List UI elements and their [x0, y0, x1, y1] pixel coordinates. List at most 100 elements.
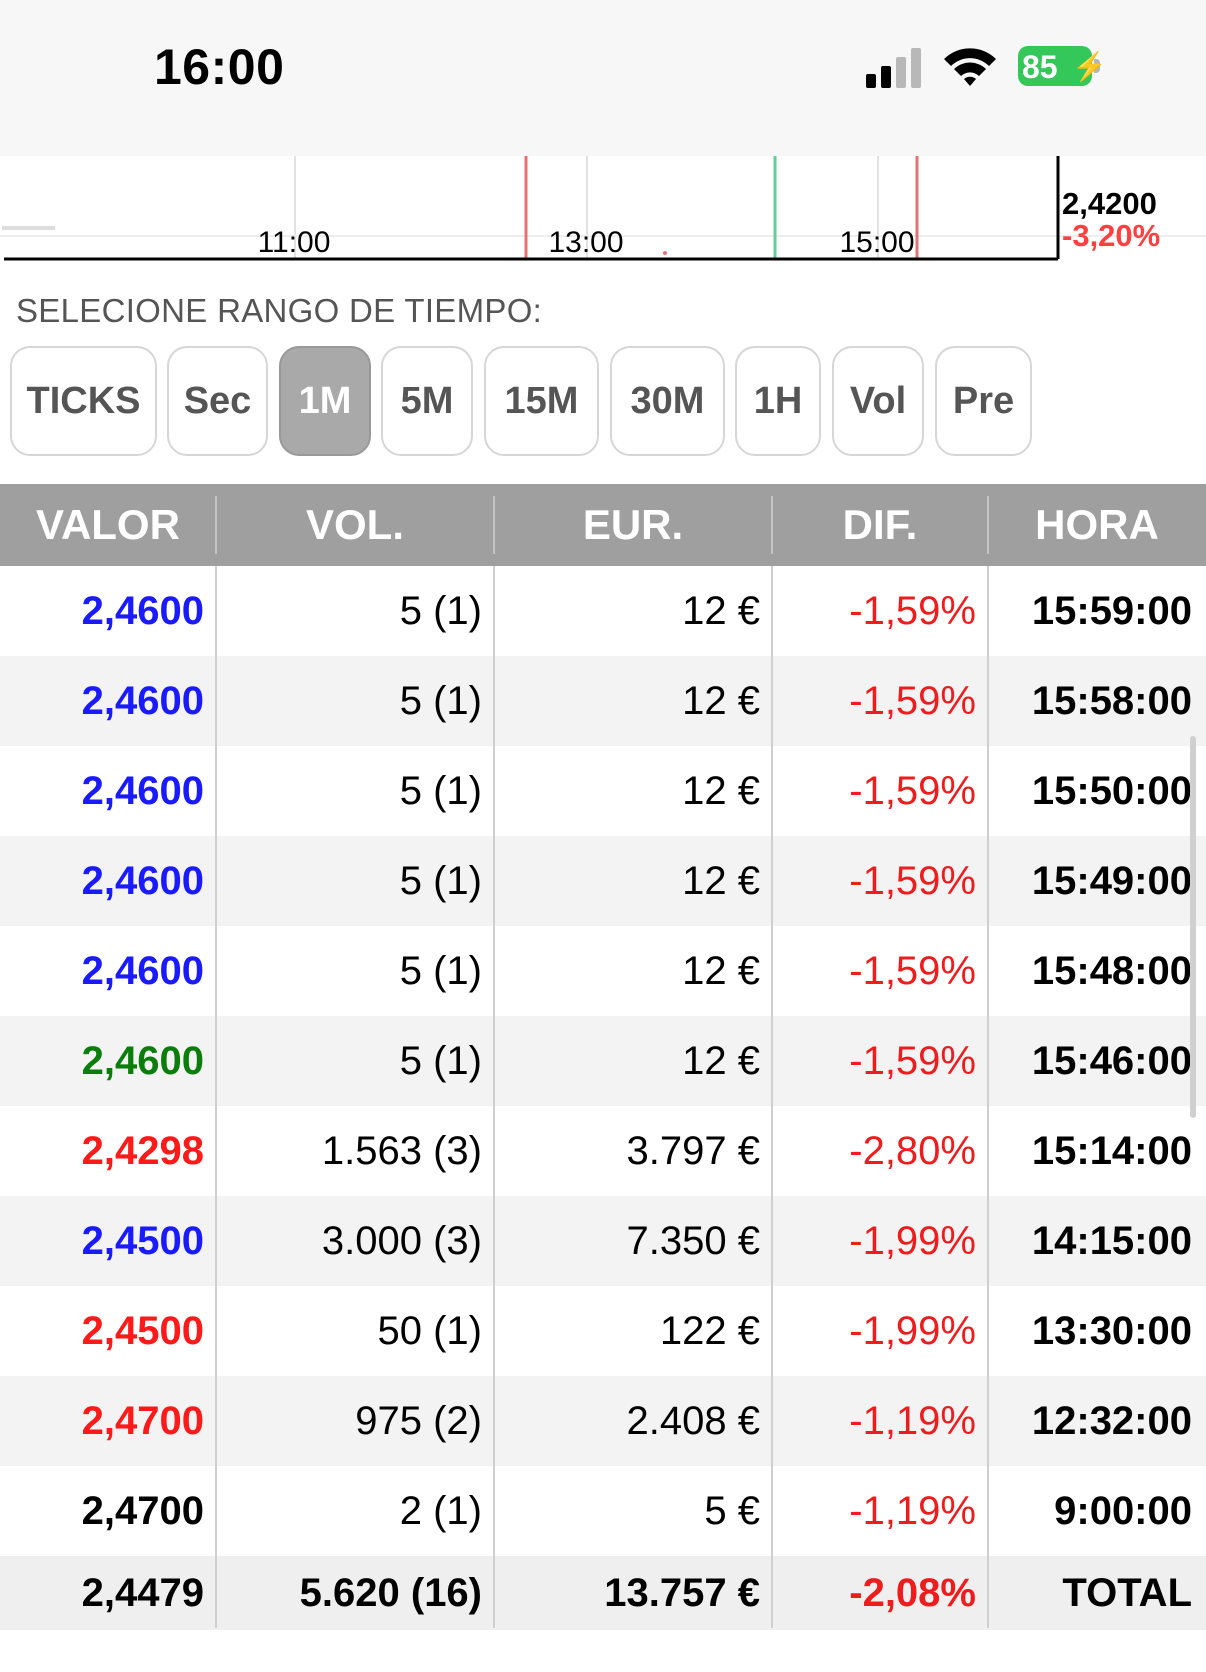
status-bar: 16:00 85 ⚡ — [0, 0, 1206, 156]
cell-eur: 12 € — [682, 588, 760, 633]
cell-eur: 7.350 € — [626, 1218, 760, 1263]
range-button-1m[interactable]: 1M — [279, 346, 371, 456]
cell-valor: 2,4600 — [81, 948, 204, 993]
price-change: -3,20% — [1062, 218, 1161, 253]
table-row[interactable]: 2,4600 5 (1) 12 € -1,59% 15:59:00 — [0, 566, 1206, 656]
battery-level: 85 — [1022, 49, 1058, 85]
cell-valor: 2,4600 — [81, 858, 204, 903]
x-tick-label: 11:00 — [257, 226, 331, 259]
cell-vol: 5 (1) — [399, 588, 482, 633]
cell-valor: 2,4600 — [81, 678, 204, 723]
cell-eur: 12 € — [682, 768, 760, 813]
cell-dif: -1,59% — [849, 678, 976, 723]
total-dif: -2,08% — [849, 1570, 976, 1615]
cell-dif: -1,59% — [849, 588, 976, 633]
cell-dif: -1,59% — [849, 948, 976, 993]
cellular-signal-icon — [866, 48, 921, 88]
total-valor: 2,4479 — [81, 1570, 204, 1615]
table-row[interactable]: 2,4600 5 (1) 12 € -1,59% 15:48:00 — [0, 926, 1206, 1016]
range-button-pre[interactable]: Pre — [935, 346, 1032, 456]
cell-dif: -1,59% — [849, 1038, 976, 1083]
table-row[interactable]: 2,4600 5 (1) 12 € -1,59% 15:58:00 — [0, 656, 1206, 746]
cell-valor: 2,4600 — [81, 1038, 204, 1083]
column-divider — [771, 566, 773, 1628]
range-button-ticks[interactable]: TICKS — [10, 346, 157, 456]
total-eur: 13.757 € — [604, 1570, 760, 1615]
cell-vol: 975 (2) — [355, 1398, 482, 1443]
cell-vol: 5 (1) — [399, 678, 482, 723]
cell-valor: 2,4600 — [81, 588, 204, 633]
current-price: 2,4200 — [1062, 186, 1157, 221]
total-vol: 5.620 (16) — [299, 1570, 482, 1615]
cell-eur: 12 € — [682, 1038, 760, 1083]
cell-hora: 15:48:00 — [1031, 948, 1192, 993]
cell-valor: 2,4500 — [81, 1218, 204, 1263]
table-row[interactable]: 2,4298 1.563 (3) 3.797 € -2,80% 15:14:00 — [0, 1106, 1206, 1196]
cell-vol: 5 (1) — [399, 858, 482, 903]
cell-valor: 2,4700 — [81, 1398, 204, 1443]
cell-eur: 12 € — [682, 948, 760, 993]
cell-dif: -1,99% — [849, 1218, 976, 1263]
range-button-1h[interactable]: 1H — [735, 346, 821, 456]
range-button-sec[interactable]: Sec — [167, 346, 268, 456]
cell-eur: 5 € — [704, 1488, 760, 1533]
cell-valor: 2,4600 — [81, 768, 204, 813]
cell-dif: -1,59% — [849, 768, 976, 813]
scrollbar[interactable] — [1190, 736, 1196, 1118]
column-header-eur[interactable]: EUR. — [582, 501, 684, 548]
status-time: 16:00 — [154, 39, 285, 95]
column-header-vol[interactable]: VOL. — [305, 501, 404, 548]
cell-eur: 3.797 € — [626, 1128, 760, 1173]
cell-vol: 5 (1) — [399, 1038, 482, 1083]
cell-eur: 2.408 € — [626, 1398, 760, 1443]
table-row[interactable]: 2,4700 2 (1) 5 € -1,19% 9:00:00 — [0, 1466, 1206, 1556]
cell-eur: 122 € — [659, 1308, 760, 1353]
price-chart[interactable]: 11:00 13:00 15:00 2,4200 -3,20% — [0, 156, 1206, 264]
range-button-30m[interactable]: 30M — [610, 346, 725, 456]
cell-hora: 15:14:00 — [1031, 1128, 1192, 1173]
cell-vol: 1.563 (3) — [321, 1128, 482, 1173]
table-row[interactable]: 2,4500 50 (1) 122 € -1,99% 13:30:00 — [0, 1286, 1206, 1376]
cell-vol: 50 (1) — [377, 1308, 483, 1353]
column-header-dif[interactable]: DIF. — [842, 501, 918, 548]
charging-bolt-icon: ⚡ — [1072, 51, 1107, 82]
cell-eur: 12 € — [682, 678, 760, 723]
cell-vol: 3.000 (3) — [321, 1218, 482, 1263]
cell-valor: 2,4298 — [81, 1128, 204, 1173]
column-divider — [493, 566, 495, 1628]
cell-hora: 15:49:00 — [1031, 858, 1192, 903]
cell-hora: 15:58:00 — [1031, 678, 1192, 723]
total-label: TOTAL — [1062, 1570, 1192, 1615]
cell-hora: 15:50:00 — [1031, 768, 1192, 813]
table-row[interactable]: 2,4600 5 (1) 12 € -1,59% 15:50:00 — [0, 746, 1206, 836]
cell-vol: 2 (1) — [399, 1488, 482, 1533]
column-divider — [987, 496, 989, 554]
cell-dif: -2,80% — [849, 1128, 976, 1173]
cell-hora: 15:59:00 — [1031, 588, 1192, 633]
table-row[interactable]: 2,4600 5 (1) 12 € -1,59% 15:46:00 — [0, 1016, 1206, 1106]
range-button-vol[interactable]: Vol — [832, 346, 924, 456]
cell-dif: -1,59% — [849, 858, 976, 903]
column-divider — [215, 566, 217, 1628]
column-header-valor[interactable]: VALOR — [36, 501, 180, 548]
cell-hora: 9:00:00 — [1054, 1488, 1192, 1533]
column-divider — [771, 496, 773, 554]
column-header-hora[interactable]: HORA — [1035, 501, 1159, 548]
range-button-5m[interactable]: 5M — [381, 346, 473, 456]
cell-vol: 5 (1) — [399, 948, 482, 993]
chart-canvas — [0, 156, 1206, 261]
column-divider — [987, 566, 989, 1628]
cell-dif: -1,19% — [849, 1488, 976, 1533]
cell-dif: -1,19% — [849, 1398, 976, 1443]
cell-hora: 13:30:00 — [1031, 1308, 1192, 1353]
cell-valor: 2,4700 — [81, 1488, 204, 1533]
column-divider — [215, 496, 217, 554]
battery-icon: 85 ⚡ — [1018, 46, 1107, 86]
range-selector-title: SELECIONE RANGO DE TIEMPO: — [16, 292, 543, 329]
range-button-15m[interactable]: 15M — [484, 346, 599, 456]
table-row[interactable]: 2,4700 975 (2) 2.408 € -1,19% 12:32:00 — [0, 1376, 1206, 1466]
cell-hora: 15:46:00 — [1031, 1038, 1192, 1083]
trades-table-header: VALOR VOL. EUR. DIF. HORA — [0, 484, 1206, 566]
table-row[interactable]: 2,4500 3.000 (3) 7.350 € -1,99% 14:15:00 — [0, 1196, 1206, 1286]
table-row[interactable]: 2,4600 5 (1) 12 € -1,59% 15:49:00 — [0, 836, 1206, 926]
